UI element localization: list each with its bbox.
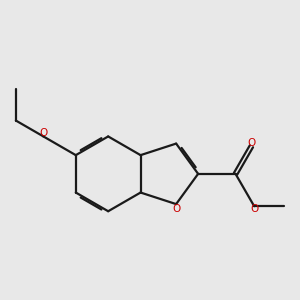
- Text: O: O: [172, 204, 180, 214]
- Text: O: O: [39, 128, 47, 139]
- Text: O: O: [250, 204, 258, 214]
- Text: O: O: [247, 138, 256, 148]
